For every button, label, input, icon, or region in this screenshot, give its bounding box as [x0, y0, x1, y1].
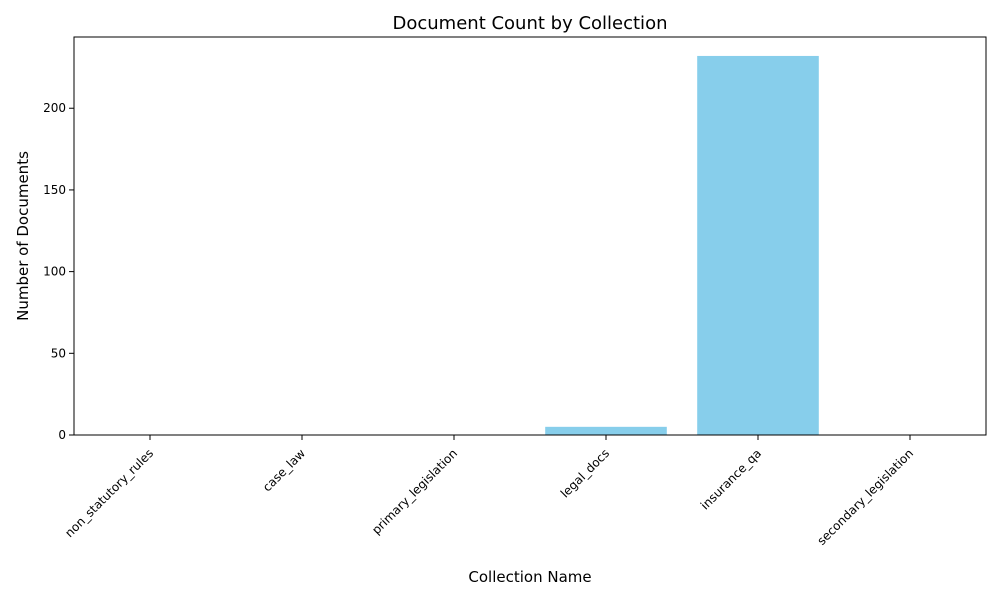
plot-frame [73, 36, 987, 436]
x-tick-label: non_statutory_rules [62, 446, 156, 540]
y-tick-label: 0 [58, 428, 66, 442]
bar-legal-docs [545, 426, 667, 435]
x-axis-label: Collection Name [468, 568, 591, 586]
y-axis-label: Number of Documents [14, 151, 32, 321]
y-tick-label: 200 [43, 101, 66, 115]
bar-insurance-qa [697, 55, 819, 435]
x-axis-ticks: non_statutory_rules case_law primary_legis… [62, 435, 916, 548]
y-axis-ticks: 0 50 100 150 200 [43, 101, 74, 442]
x-tick-label: case_law [260, 446, 308, 494]
x-tick-label: secondary_legislation [814, 446, 916, 548]
y-tick-label: 100 [43, 265, 66, 279]
bars-layer [545, 55, 819, 435]
y-tick-label: 150 [43, 183, 66, 197]
x-tick-label: insurance_qa [698, 446, 764, 512]
y-tick-label: 50 [51, 346, 66, 360]
chart-title: Document Count by Collection [393, 13, 668, 34]
x-tick-label: primary_legislation [369, 446, 460, 537]
x-tick-label: legal_docs [558, 446, 612, 500]
